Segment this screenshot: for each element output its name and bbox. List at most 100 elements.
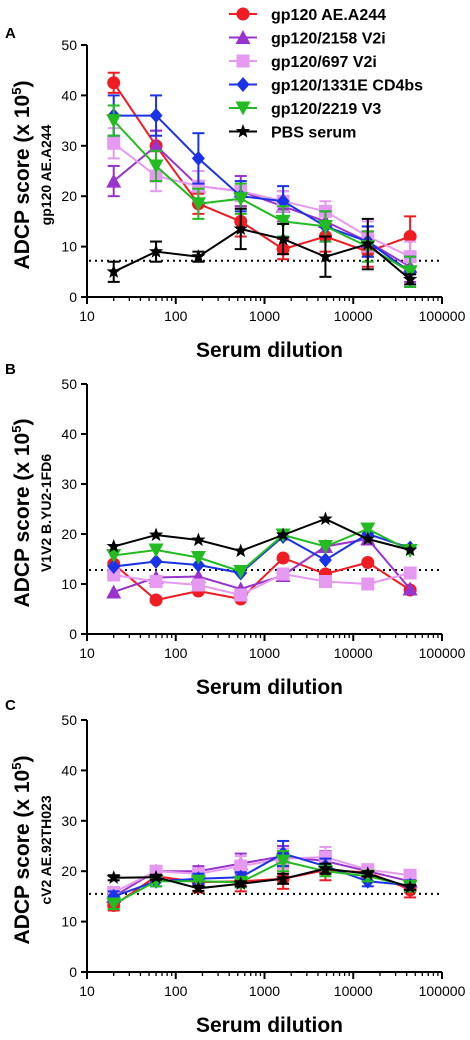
series-gp120-2219-v3 xyxy=(106,104,418,288)
series-line xyxy=(113,556,411,602)
data-point xyxy=(360,522,376,537)
data-point xyxy=(106,870,121,884)
series-line xyxy=(113,142,411,258)
y-axis-title: ADCP score (x 105) xyxy=(9,81,34,270)
data-point xyxy=(234,588,248,602)
y-tick-label: 0 xyxy=(69,626,77,642)
y-axis-title-text: ADCP score (x 10 xyxy=(11,433,34,608)
legend-marker xyxy=(235,30,251,44)
legend-label: gp120/1331E CD4bs xyxy=(271,78,423,95)
series-line xyxy=(113,517,411,553)
y-tick-label: 20 xyxy=(61,863,77,879)
x-tick-label: 1000 xyxy=(249,645,280,661)
legend-item: PBS serum xyxy=(229,124,356,142)
x-tick-label: 10000 xyxy=(334,308,373,324)
series-gp120-2158-v2i xyxy=(106,129,418,283)
data-point xyxy=(107,76,121,90)
y-axis-title-close: ) xyxy=(11,756,34,763)
data-point xyxy=(149,575,163,588)
legend-label: PBS serum xyxy=(271,125,356,142)
data-point xyxy=(191,532,206,547)
x-tick-label: 10000 xyxy=(334,645,373,661)
x-tick-label: 1000 xyxy=(249,308,280,324)
data-point xyxy=(107,136,121,150)
series-pbs-serum xyxy=(106,861,418,895)
data-point xyxy=(234,859,248,873)
y-tick-label: 10 xyxy=(61,914,77,930)
legend-marker xyxy=(236,77,250,92)
data-point xyxy=(107,568,121,582)
y-tick-label: 0 xyxy=(69,289,77,305)
y-tick-label: 40 xyxy=(61,87,77,103)
data-point xyxy=(403,271,418,286)
data-point xyxy=(318,249,333,263)
data-point xyxy=(190,197,206,212)
y-tick-label: 10 xyxy=(61,239,77,255)
series-line xyxy=(113,227,411,281)
x-axis-title: Serum dilution xyxy=(196,339,343,362)
legend-label: gp120/697 V2i xyxy=(271,54,377,71)
data-point xyxy=(403,868,417,882)
x-axis-title: Serum dilution xyxy=(196,676,343,699)
series-line xyxy=(113,572,411,597)
legend-marker xyxy=(236,7,250,21)
y-tick-label: 50 xyxy=(61,376,77,392)
panel-letter: C xyxy=(5,697,16,714)
data-point xyxy=(106,264,121,278)
y-axis-title: ADCP score (x 105) xyxy=(9,419,34,608)
x-tick-label: 100000 xyxy=(419,308,466,324)
data-point xyxy=(191,578,205,592)
data-point xyxy=(107,559,121,574)
data-point xyxy=(106,897,122,912)
data-point xyxy=(402,581,418,596)
data-point xyxy=(317,540,333,554)
x-tick-label: 10 xyxy=(79,645,95,661)
series-line xyxy=(112,119,411,273)
data-point xyxy=(276,567,290,581)
data-point xyxy=(148,869,164,884)
y-tick-label: 0 xyxy=(69,964,77,980)
legend: gp120 AE.A244 gp120/2158 V2i gp120/697 V2i… xyxy=(229,7,423,142)
data-point xyxy=(361,577,375,591)
data-point xyxy=(106,539,121,553)
x-tick-label: 10000 xyxy=(334,983,373,999)
data-point xyxy=(106,114,122,129)
data-point xyxy=(233,192,249,207)
panel-letter: B xyxy=(5,361,16,378)
data-point xyxy=(318,850,332,864)
y-tick-label: 50 xyxy=(61,712,77,728)
y-tick-label: 30 xyxy=(61,813,77,829)
data-point xyxy=(149,554,163,569)
series-line xyxy=(112,82,411,253)
data-point xyxy=(233,876,248,890)
legend-label: gp120 AE.A244 xyxy=(271,7,386,24)
x-tick-label: 100 xyxy=(164,645,188,661)
y-axis-title-text: ADCP score (x 10 xyxy=(11,770,34,945)
data-point xyxy=(233,543,248,558)
series-line xyxy=(113,532,411,575)
series-line xyxy=(113,867,411,890)
data-point xyxy=(191,880,206,895)
legend-item: gp120/697 V2i xyxy=(229,54,377,71)
y-axis-title-superscript: 5 xyxy=(9,426,24,433)
data-point xyxy=(403,542,418,557)
data-point xyxy=(275,871,291,885)
x-tick-label: 100 xyxy=(164,983,188,999)
data-point xyxy=(106,173,122,188)
data-point xyxy=(318,552,332,568)
series-line xyxy=(113,856,411,894)
series-line xyxy=(113,114,411,273)
legend-label: gp120/2219 V3 xyxy=(271,101,381,118)
data-point xyxy=(233,565,249,579)
data-point xyxy=(148,244,164,258)
data-point xyxy=(233,221,248,236)
data-point xyxy=(149,108,163,124)
series-line xyxy=(113,860,411,905)
y-tick-label: 40 xyxy=(61,762,77,778)
x-tick-label: 1000 xyxy=(249,983,280,999)
data-point xyxy=(318,575,332,588)
data-point xyxy=(403,879,418,894)
legend-marker xyxy=(235,101,251,116)
